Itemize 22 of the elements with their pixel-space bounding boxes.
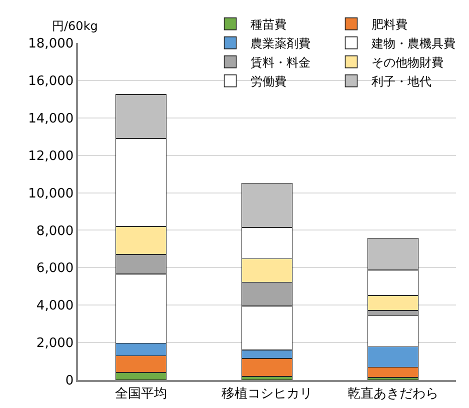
legend-label: 労働費 [250, 74, 286, 88]
legend-label: 賃料・料金 [250, 55, 310, 70]
legend-label: 農業薬剤費 [250, 36, 310, 50]
y-tick-label: 10,000 [28, 186, 74, 202]
legend-label: 肥料費 [371, 17, 408, 32]
x-tick-label: 乾直あきだわら [348, 386, 438, 402]
legend-label: 種苗費 [250, 17, 286, 32]
y-tick-label: 8,000 [36, 224, 74, 239]
y-tick-label: 0 [65, 374, 74, 389]
y-tick-label: 18,000 [28, 36, 74, 52]
legend-label: 利子・地代 [371, 74, 432, 88]
y-tick-label: 16,000 [28, 74, 74, 89]
x-tick-label: 移植コシヒカリ [222, 386, 312, 402]
x-tick-label: 全国平均 [115, 386, 167, 402]
legend-label: その他物財費 [371, 55, 444, 70]
y-tick-label: 6,000 [36, 261, 74, 276]
y-tick-label: 12,000 [28, 148, 74, 164]
y-tick-label: 4,000 [36, 298, 74, 314]
legend-label: 建物・農機具費 [370, 36, 456, 50]
y-tick-label: 14,000 [28, 111, 74, 126]
y-tick-label: 2,000 [36, 336, 74, 352]
y-axis-title: 円/60kg [52, 19, 98, 33]
